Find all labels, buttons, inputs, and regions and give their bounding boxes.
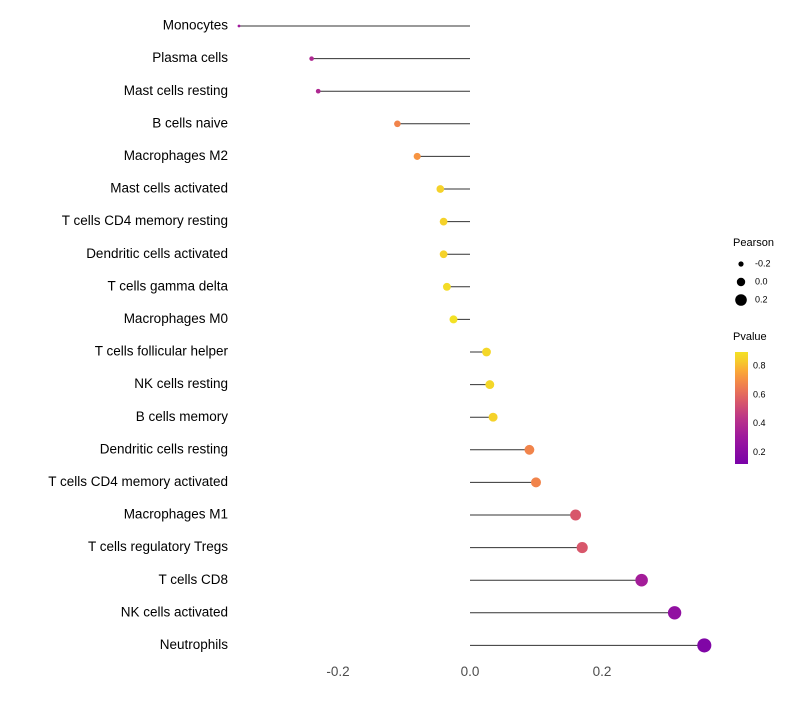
lollipop-dot xyxy=(436,185,445,193)
legend-size-dot xyxy=(738,261,744,267)
x-tick-label: -0.2 xyxy=(326,664,349,679)
legend-size-dot xyxy=(736,277,746,287)
lollipop-dot xyxy=(488,412,498,422)
legend-pearson-title: Pearson xyxy=(733,237,774,249)
category-label: B cells memory xyxy=(136,409,229,424)
legend-pvalue-title: Pvalue xyxy=(733,331,767,343)
legend-pvalue-tick-label: 0.8 xyxy=(753,361,766,371)
lollipop-dot xyxy=(442,282,451,291)
category-label: Plasma cells xyxy=(152,50,228,65)
lollipop-dot xyxy=(667,606,682,620)
category-label: T cells CD8 xyxy=(158,572,228,587)
x-tick-label: 0.0 xyxy=(461,664,480,679)
category-label: Neutrophils xyxy=(160,637,229,652)
lollipop-dot xyxy=(570,509,582,521)
lollipop-dot xyxy=(237,24,241,28)
lollipop-dot xyxy=(413,152,421,160)
legend-pvalue-tick-label: 0.6 xyxy=(753,389,766,399)
category-label: Macrophages M1 xyxy=(124,507,228,522)
category-label: Macrophages M0 xyxy=(124,311,228,326)
category-label: T cells CD4 memory activated xyxy=(48,474,228,489)
category-label: T cells regulatory Tregs xyxy=(88,539,228,554)
lollipop-dot xyxy=(482,347,491,357)
lollipop-dot xyxy=(394,120,401,128)
legend-pvalue-gradient xyxy=(735,352,748,464)
lollipop-dot xyxy=(449,315,458,324)
lollipop-dot xyxy=(485,380,495,390)
lollipop-dot xyxy=(697,638,712,653)
legend-size-dot xyxy=(735,294,747,306)
lollipop-dot xyxy=(576,542,588,554)
category-label: NK cells resting xyxy=(134,376,228,391)
legend-size-label: -0.2 xyxy=(755,258,771,268)
category-label: Monocytes xyxy=(163,18,229,33)
category-label: Mast cells resting xyxy=(124,83,228,98)
category-label: T cells follicular helper xyxy=(95,344,229,359)
lollipop-dot xyxy=(635,573,648,587)
lollipop-dot xyxy=(439,250,448,259)
category-label: B cells naive xyxy=(152,115,228,130)
legend-pvalue-tick-label: 0.4 xyxy=(753,418,766,428)
category-label: Macrophages M2 xyxy=(124,148,228,163)
category-label: Mast cells activated xyxy=(110,181,228,196)
lollipop-dot xyxy=(439,217,448,226)
lollipop-dot xyxy=(309,56,314,61)
category-label: NK cells activated xyxy=(121,604,228,619)
legend-pvalue-tick-label: 0.2 xyxy=(753,447,766,457)
category-label: T cells CD4 memory resting xyxy=(62,213,228,228)
legend-size-label: 0.2 xyxy=(755,294,768,304)
lollipop-dot xyxy=(315,88,321,94)
category-label: Dendritic cells resting xyxy=(100,441,228,456)
x-tick-label: 0.2 xyxy=(593,664,612,679)
category-label: T cells gamma delta xyxy=(107,278,228,293)
lollipop-dot xyxy=(524,444,535,455)
lollipop-dot xyxy=(531,477,541,488)
legend-size-label: 0.0 xyxy=(755,276,768,286)
category-label: Dendritic cells activated xyxy=(86,246,228,261)
